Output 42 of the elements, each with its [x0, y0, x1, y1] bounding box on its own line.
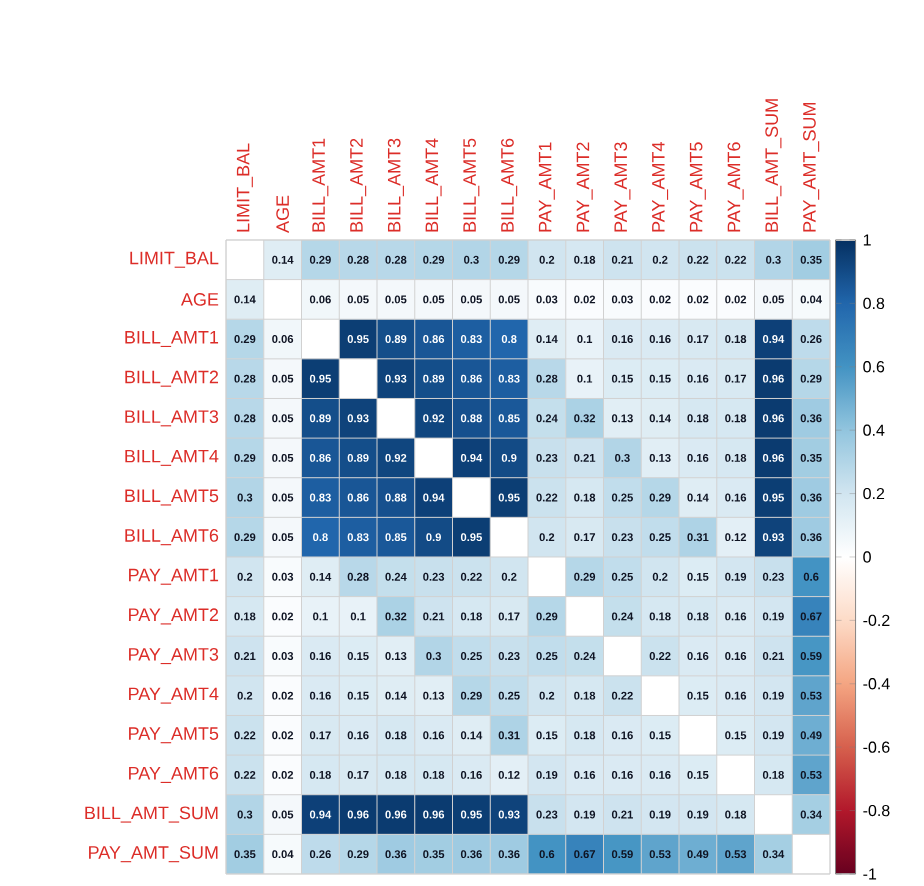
- y-tick-label: BILL_AMT2: [125, 370, 219, 387]
- color-bar-label: -1: [863, 868, 877, 880]
- y-tick-label: BILL_AMT6: [125, 529, 219, 546]
- y-tick-label: LIMIT_BAL: [130, 251, 219, 268]
- y-tick-label: PAY_AMT4: [129, 687, 219, 704]
- color-bar-label: -0.2: [863, 614, 890, 627]
- y-tick-label: BILL_AMT5: [125, 489, 219, 506]
- x-tick-label: BILL_AMT2: [350, 138, 367, 232]
- color-bar-label: 0.8: [863, 297, 885, 310]
- color-bar-label: -0.6: [863, 741, 890, 753]
- color-bar-label: 0.4: [863, 424, 885, 436]
- x-tick-label: BILL_AMT1: [312, 138, 329, 232]
- y-tick-label: PAY_AMT_SUM: [89, 846, 218, 863]
- x-tick-label: PAY_AMT2: [576, 142, 593, 232]
- y-tick-label: BILL_AMT4: [125, 449, 219, 466]
- y-tick-label: AGE: [180, 293, 219, 306]
- y-tick-label: BILL_AMT1: [125, 331, 219, 348]
- x-tick-label: BILL_AMT4: [425, 138, 442, 232]
- y-tick-label: BILL_AMT_SUM: [85, 806, 218, 823]
- color-bar-label: -0.4: [863, 678, 890, 690]
- color-bar-label: -0.8: [863, 804, 890, 817]
- x-tick-label: BILL_AMT5: [463, 138, 480, 232]
- x-tick-label: BILL_AMT3: [387, 138, 404, 232]
- y-tick-label: BILL_AMT3: [125, 410, 219, 427]
- x-tick-label: PAY_AMT3: [614, 142, 631, 232]
- x-tick-label: BILL_AMT6: [501, 138, 518, 232]
- color-bar-label: 0.2: [863, 487, 885, 500]
- x-tick-label: AGE: [276, 195, 290, 233]
- color-bar-label: 0: [863, 551, 871, 563]
- x-tick-label: PAY_AMT1: [538, 142, 555, 232]
- y-tick-label: PAY_AMT2: [129, 608, 219, 625]
- x-tick-label: PAY_AMT6: [727, 142, 744, 232]
- color-bar-label: 0.6: [863, 361, 885, 373]
- x-tick-label: PAY_AMT4: [652, 142, 669, 232]
- y-tick-label: PAY_AMT3: [129, 647, 219, 665]
- y-tick-label: PAY_AMT6: [129, 766, 219, 783]
- x-tick-label: BILL_AMT_SUM: [765, 99, 782, 232]
- y-tick-label: PAY_AMT5: [129, 727, 219, 744]
- x-tick-label: PAY_AMT5: [689, 142, 706, 232]
- y-tick-label: PAY_AMT1: [129, 568, 219, 585]
- x-tick-label: PAY_AMT_SUM: [803, 103, 820, 232]
- color-bar-label: 1: [863, 234, 871, 246]
